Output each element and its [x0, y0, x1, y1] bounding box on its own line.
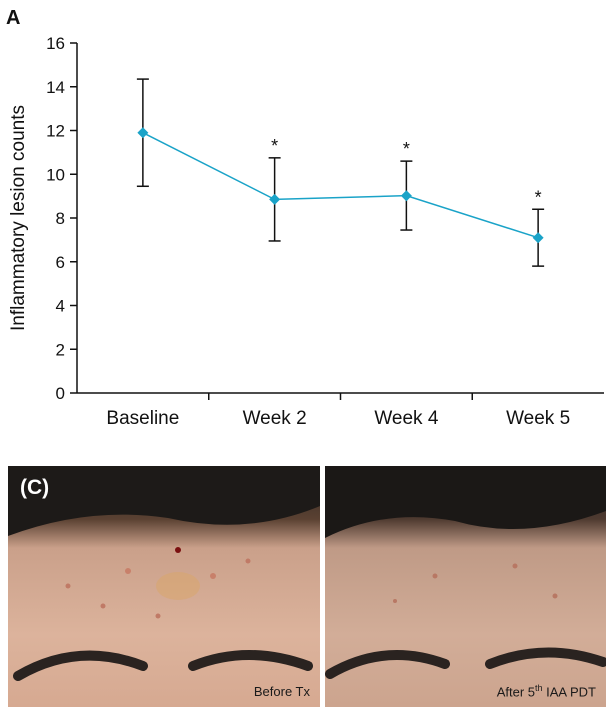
y-tick-label: 0: [56, 384, 65, 403]
y-tick-label: 14: [46, 78, 65, 97]
y-tick-label: 6: [56, 253, 65, 272]
data-point: [532, 232, 544, 244]
y-tick-label: 12: [46, 122, 65, 141]
panel-a-label: A: [6, 7, 20, 29]
series-line: [142, 132, 539, 239]
after-caption: After 5th IAA PDT: [496, 682, 596, 699]
x-category-label: Week 4: [374, 408, 439, 429]
significance-marker: *: [535, 187, 542, 207]
before-treatment-photo: (C) Before Tx: [8, 466, 320, 707]
after-treatment-photo: After 5th IAA PDT: [325, 466, 606, 707]
before-caption: Before Tx: [253, 684, 310, 699]
significance-marker: *: [403, 139, 410, 159]
x-category-label: Baseline: [106, 408, 179, 429]
x-category-label: Week 2: [243, 408, 307, 429]
data-point: [400, 190, 412, 202]
y-tick-label: 2: [56, 340, 65, 359]
lesion-count-chart: A 0 2 4 6 8 10 12 14 16 Baseline Week 2 Week 4 Week …: [6, 7, 604, 429]
x-category-label: Week 5: [506, 408, 570, 429]
before-face-image: [8, 466, 320, 707]
y-tick-label: 4: [56, 297, 65, 316]
y-axis-title: Inflammatory lesion counts: [8, 105, 29, 331]
y-tick-label: 10: [46, 165, 65, 184]
after-face-image: [325, 466, 606, 707]
y-tick-label: 16: [46, 34, 65, 53]
data-point: [269, 193, 281, 205]
y-tick-label: 8: [56, 209, 65, 228]
panel-c-label: (C): [20, 476, 50, 499]
significance-marker: *: [271, 136, 278, 156]
data-point: [137, 127, 149, 139]
